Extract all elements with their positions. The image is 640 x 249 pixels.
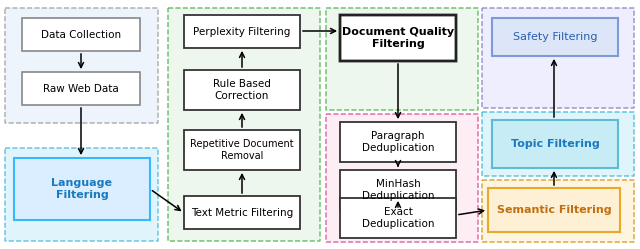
FancyBboxPatch shape	[22, 72, 140, 105]
FancyBboxPatch shape	[482, 180, 634, 242]
FancyBboxPatch shape	[340, 15, 456, 61]
FancyBboxPatch shape	[482, 8, 634, 108]
Text: Rule Based
Correction: Rule Based Correction	[213, 79, 271, 101]
FancyBboxPatch shape	[492, 120, 618, 168]
Text: MinHash
Deduplication: MinHash Deduplication	[362, 179, 435, 201]
FancyBboxPatch shape	[340, 122, 456, 162]
Text: Topic Filtering: Topic Filtering	[511, 139, 600, 149]
Text: Exact
Deduplication: Exact Deduplication	[362, 207, 435, 229]
Text: Data Collection: Data Collection	[41, 29, 121, 40]
FancyBboxPatch shape	[184, 15, 300, 48]
Text: Perplexity Filtering: Perplexity Filtering	[193, 26, 291, 37]
FancyBboxPatch shape	[340, 170, 456, 210]
Text: Paragraph
Deduplication: Paragraph Deduplication	[362, 131, 435, 153]
FancyBboxPatch shape	[492, 18, 618, 56]
Text: Raw Web Data: Raw Web Data	[43, 83, 119, 94]
FancyBboxPatch shape	[168, 8, 320, 241]
FancyBboxPatch shape	[5, 8, 158, 123]
Text: Language
Filtering: Language Filtering	[51, 178, 113, 200]
Text: Safety Filtering: Safety Filtering	[513, 32, 597, 42]
Text: Semantic Filtering: Semantic Filtering	[497, 205, 611, 215]
FancyBboxPatch shape	[184, 196, 300, 229]
Text: Document Quality
Filtering: Document Quality Filtering	[342, 27, 454, 49]
FancyBboxPatch shape	[326, 8, 478, 110]
FancyBboxPatch shape	[340, 198, 456, 238]
Text: Text Metric Filtering: Text Metric Filtering	[191, 207, 293, 217]
FancyBboxPatch shape	[22, 18, 140, 51]
Text: Repetitive Document
Removal: Repetitive Document Removal	[190, 139, 294, 161]
FancyBboxPatch shape	[184, 70, 300, 110]
FancyBboxPatch shape	[14, 158, 150, 220]
FancyBboxPatch shape	[326, 114, 478, 242]
FancyBboxPatch shape	[5, 148, 158, 241]
FancyBboxPatch shape	[184, 130, 300, 170]
FancyBboxPatch shape	[488, 188, 620, 232]
FancyBboxPatch shape	[482, 112, 634, 176]
